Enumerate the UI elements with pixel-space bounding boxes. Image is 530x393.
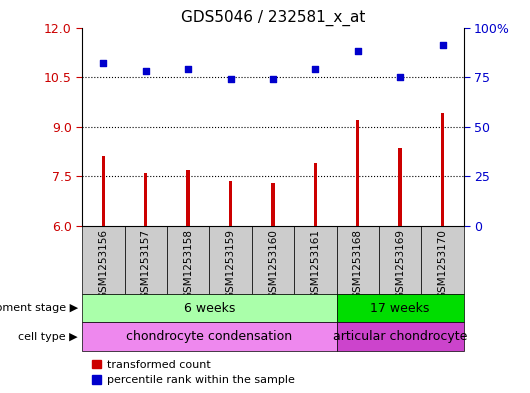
Point bbox=[142, 68, 150, 74]
Text: GSM1253156: GSM1253156 bbox=[99, 229, 108, 299]
Point bbox=[396, 74, 404, 80]
Point bbox=[438, 42, 447, 48]
Bar bbox=[252, 226, 294, 294]
Text: chondrocyte condensation: chondrocyte condensation bbox=[126, 331, 293, 343]
Text: 6 weeks: 6 weeks bbox=[184, 302, 235, 315]
Bar bbox=[379, 226, 421, 294]
Bar bbox=[144, 173, 147, 226]
Bar bbox=[337, 294, 464, 323]
Bar bbox=[82, 323, 337, 351]
Point bbox=[99, 60, 108, 66]
Bar bbox=[82, 294, 337, 323]
Bar bbox=[441, 114, 444, 226]
Text: cell type ▶: cell type ▶ bbox=[19, 332, 78, 342]
Bar bbox=[187, 170, 190, 226]
Point bbox=[184, 66, 192, 72]
Bar bbox=[337, 323, 464, 351]
Point bbox=[311, 66, 320, 72]
Legend: transformed count, percentile rank within the sample: transformed count, percentile rank withi… bbox=[87, 355, 299, 390]
Bar bbox=[102, 156, 105, 226]
Bar bbox=[209, 226, 252, 294]
Bar bbox=[229, 181, 232, 226]
Bar bbox=[314, 163, 317, 226]
Text: GSM1253160: GSM1253160 bbox=[268, 229, 278, 299]
Text: GSM1253157: GSM1253157 bbox=[141, 229, 151, 299]
Bar bbox=[399, 148, 402, 226]
Text: 17 weeks: 17 weeks bbox=[370, 302, 430, 315]
Point bbox=[269, 76, 277, 82]
Text: GSM1253161: GSM1253161 bbox=[311, 229, 320, 299]
Text: articular chondrocyte: articular chondrocyte bbox=[333, 331, 467, 343]
Bar bbox=[125, 226, 167, 294]
Bar bbox=[271, 183, 275, 226]
Text: GSM1253168: GSM1253168 bbox=[353, 229, 363, 299]
Bar bbox=[356, 120, 359, 226]
Bar bbox=[421, 226, 464, 294]
Bar bbox=[294, 226, 337, 294]
Point bbox=[354, 48, 362, 55]
Bar bbox=[337, 226, 379, 294]
Text: GSM1253170: GSM1253170 bbox=[438, 229, 447, 299]
Text: GSM1253158: GSM1253158 bbox=[183, 229, 193, 299]
Text: development stage ▶: development stage ▶ bbox=[0, 303, 78, 313]
Title: GDS5046 / 232581_x_at: GDS5046 / 232581_x_at bbox=[181, 10, 365, 26]
Text: GSM1253169: GSM1253169 bbox=[395, 229, 405, 299]
Point bbox=[226, 76, 235, 82]
Text: GSM1253159: GSM1253159 bbox=[226, 229, 235, 299]
Bar bbox=[167, 226, 209, 294]
Bar bbox=[82, 226, 125, 294]
